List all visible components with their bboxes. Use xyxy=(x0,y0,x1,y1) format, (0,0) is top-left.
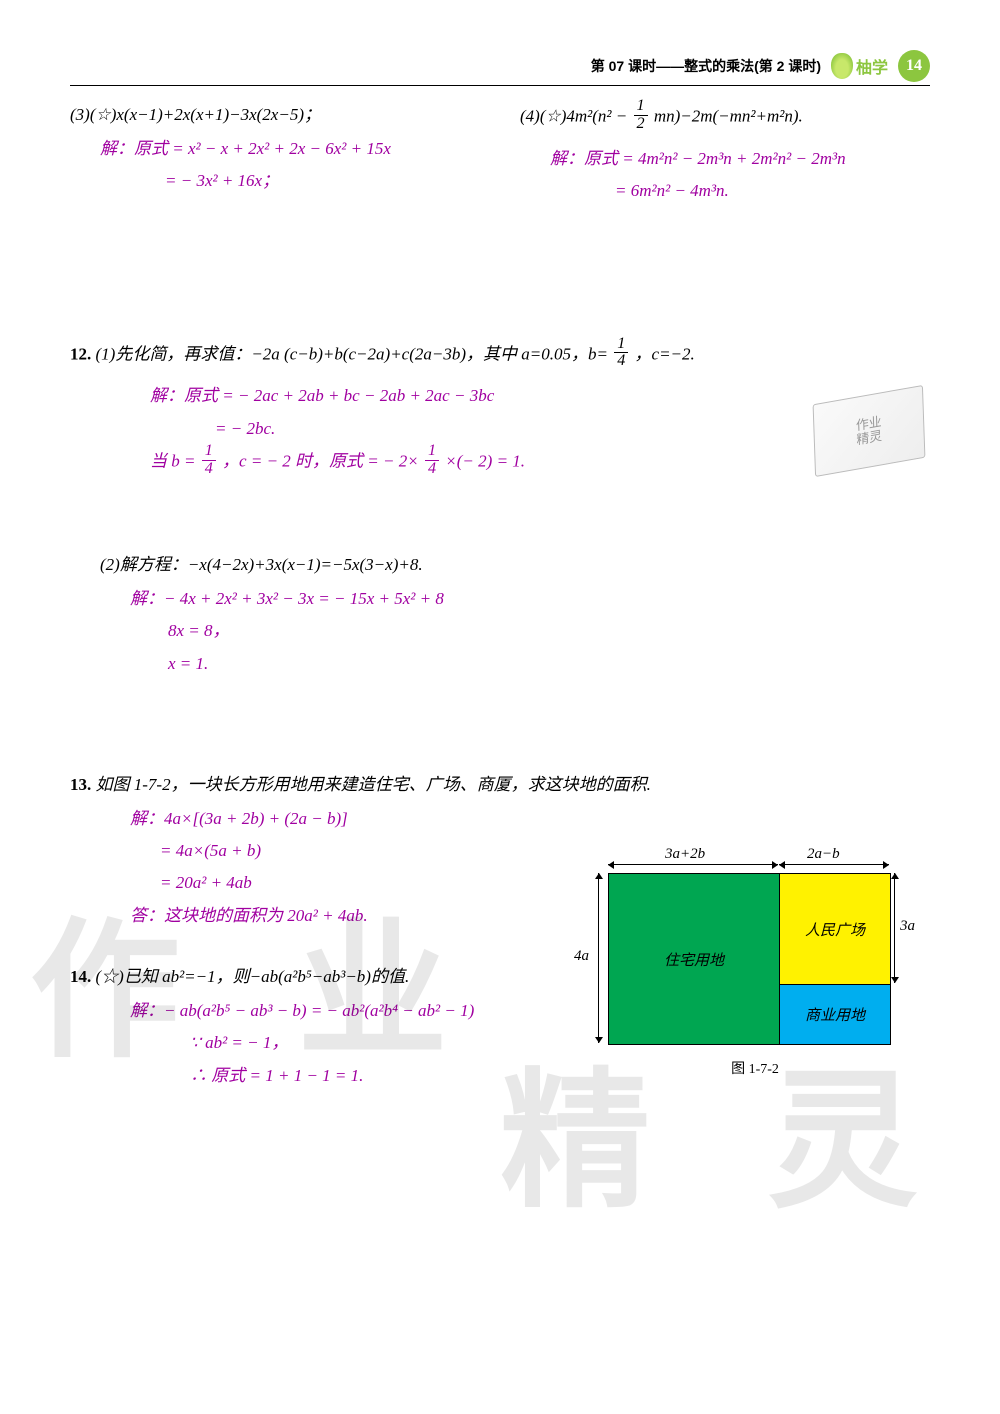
page-header: 第 07 课时——整式的乘法(第 2 课时) 柚学 14 xyxy=(70,50,930,86)
dim-arrow-right xyxy=(894,873,896,983)
q4-ans-l2: = 6m²n² − 4m³n. xyxy=(550,175,930,207)
q4-prompt-a: (4)(☆)4m²(n² − xyxy=(520,106,627,125)
figure-1-7-2: 3a+2b 2a−b 4a 3a 住宅用地 人民广场 商业用地 图 1-7-2 xyxy=(590,858,920,1078)
q12-2-l3: x = 1. xyxy=(130,648,930,680)
q12-lead: 12. xyxy=(70,344,96,363)
q3-prompt: (3)(☆)x(x−1)+2x(x+1)−3x(2x−5)； xyxy=(70,100,480,125)
dim-left: 4a xyxy=(574,948,589,965)
dim-arrow-top-left xyxy=(608,864,778,866)
q13-l1: 解：4a×[(3a + 2b) + (2a − b)] xyxy=(130,803,930,835)
q12-1-prompt-b: ，c=−2. xyxy=(635,344,695,363)
region-green: 住宅用地 xyxy=(608,873,780,1045)
dim-arrow-left xyxy=(598,873,600,1043)
dim-arrow-top-right xyxy=(779,864,889,866)
problem-3: (3)(☆)x(x−1)+2x(x+1)−3x(2x−5)； 解：原式 = x²… xyxy=(70,100,480,208)
q4-frac: 12 xyxy=(634,98,648,133)
q13-lead: 13. xyxy=(70,775,96,794)
q3-ans-l2: = − 3x² + 16x； xyxy=(100,165,480,197)
land-diagram: 3a+2b 2a−b 4a 3a 住宅用地 人民广场 商业用地 xyxy=(590,858,900,1053)
q14-lead: 14. xyxy=(70,967,96,986)
page-number-badge: 14 xyxy=(898,50,930,82)
q12-1-prompt-a: (1)先化简，再求值：−2a (c−b)+b(c−2a)+c(2a−3b)，其中… xyxy=(96,344,608,363)
q13-prompt-row: 13. 如图 1-7-2，一块长方形用地用来建造住宅、广场、商厦，求这块地的面积… xyxy=(70,770,930,795)
region-yellow: 人民广场 xyxy=(779,873,891,985)
q12-2-l1: 解：− 4x + 2x² + 3x² − 3x = − 15x + 5x² + … xyxy=(130,583,930,615)
q12-1-prompt: 12. (1)先化简，再求值：−2a (c−b)+b(c−2a)+c(2a−3b… xyxy=(70,338,930,373)
problem-12-2: (2)解方程：−x(4−2x)+3x(x−1)=−5x(3−x)+8. 解：− … xyxy=(70,550,930,680)
dim-top-left: 3a+2b xyxy=(665,846,705,863)
q12-2-prompt: (2)解方程：−x(4−2x)+3x(x−1)=−5x(3−x)+8. xyxy=(100,550,930,575)
lesson-title: 第 07 课时——整式的乘法(第 2 课时) xyxy=(591,56,821,76)
logo: 柚学 xyxy=(831,53,888,79)
q3-ans-l1: 解：原式 = x² − x + 2x² + 2x − 6x² + 15x xyxy=(100,133,480,165)
q12-2-l2: 8x = 8， xyxy=(130,615,930,647)
logo-text: 柚学 xyxy=(856,54,888,78)
q13-prompt: 如图 1-7-2，一块长方形用地用来建造住宅、广场、商厦，求这块地的面积. xyxy=(96,775,651,794)
dim-right: 3a xyxy=(900,918,915,935)
q4-prompt-b: mn)−2m(−mn²+m²n). xyxy=(654,106,803,125)
problem-4: (4)(☆)4m²(n² − 12 mn)−2m(−mn²+m²n). 解：原式… xyxy=(520,100,930,208)
q4-prompt: (4)(☆)4m²(n² − 12 mn)−2m(−mn²+m²n). xyxy=(520,100,930,135)
q12-frac-b: 14 xyxy=(614,336,628,371)
figure-caption: 图 1-7-2 xyxy=(590,1058,920,1078)
q14-prompt: (☆)已知 ab²=−1，则−ab(a²b⁵−ab³−b)的值. xyxy=(96,967,410,986)
problems-row-1: (3)(☆)x(x−1)+2x(x+1)−3x(2x−5)； 解：原式 = x²… xyxy=(70,100,930,208)
region-blue: 商业用地 xyxy=(779,984,891,1045)
q12-2-answer: 解：− 4x + 2x² + 3x² − 3x = − 15x + 5x² + … xyxy=(130,583,930,680)
dim-top-right: 2a−b xyxy=(807,846,840,863)
q4-answer: 解：原式 = 4m²n² − 2m³n + 2m²n² − 2m³n = 6m²… xyxy=(550,143,930,208)
q4-ans-l1: 解：原式 = 4m²n² − 2m³n + 2m²n² − 2m³n xyxy=(550,143,930,175)
q12-1-l3: 当 b = 14 ，c = − 2 时，原式 = − 2× 14 ×(− 2) … xyxy=(150,445,930,480)
q3-answer: 解：原式 = x² − x + 2x² + 2x − 6x² + 15x = −… xyxy=(100,133,480,198)
pear-icon xyxy=(831,53,853,79)
problem-12-1: 12. (1)先化简，再求值：−2a (c−b)+b(c−2a)+c(2a−3b… xyxy=(70,338,930,480)
